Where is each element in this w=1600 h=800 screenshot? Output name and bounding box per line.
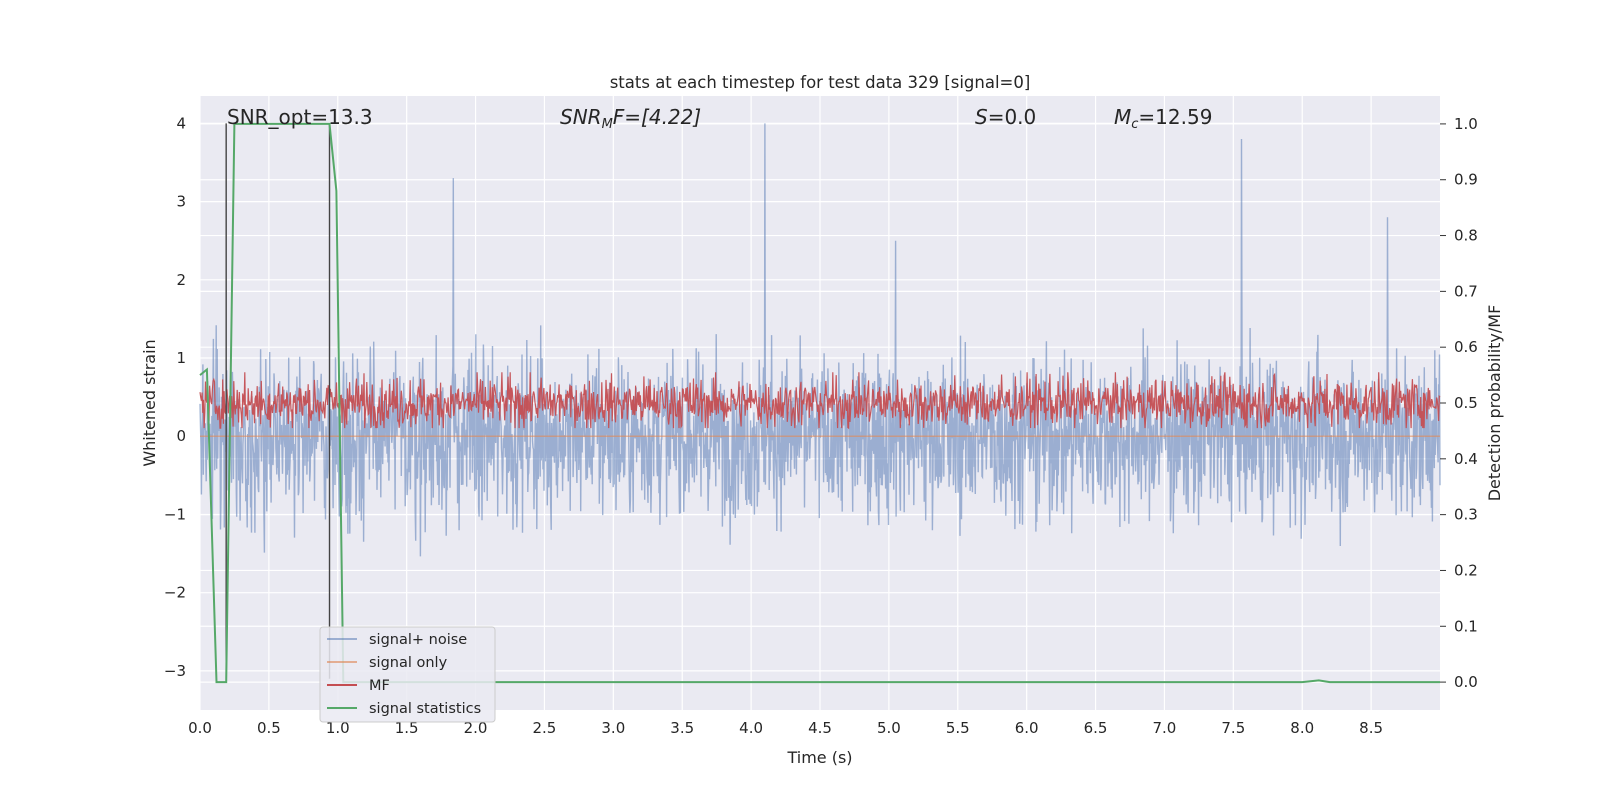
annotation-mc-rest: =12.59 xyxy=(1138,105,1212,129)
y-right-tick-label: 0.3 xyxy=(1454,506,1478,524)
y-left-tick-label: 4 xyxy=(176,114,186,132)
x-axis-ticks: 0.0 0.5 1.0 1.5 2.0 2.5 3.0 3.5 4.0 4.5 5.0 5.5 6.0 6… xyxy=(188,719,1383,737)
x-tick-label: 2.0 xyxy=(464,719,488,737)
y-right-tick-label: 0.2 xyxy=(1454,561,1478,579)
x-tick-label: 1.0 xyxy=(326,719,350,737)
x-tick-label: 5.0 xyxy=(877,719,901,737)
legend-label-noise: signal+ noise xyxy=(369,632,467,648)
x-tick-label: 3.5 xyxy=(670,719,694,737)
y-left-axis-label: Whitened strain xyxy=(140,339,159,466)
y-left-tick-label: 1 xyxy=(176,349,186,367)
y-right-tick-label: 0.8 xyxy=(1454,227,1478,245)
x-tick-label: 6.5 xyxy=(1084,719,1108,737)
annotation-snr-mf-var: SNR xyxy=(560,105,602,129)
annotation-snr-opt: SNR_opt=13.3 xyxy=(227,105,373,129)
x-tick-label: 7.5 xyxy=(1221,719,1245,737)
y-right-axis-label: Detection probability/MF xyxy=(1485,305,1504,502)
y-left-tick-label: 2 xyxy=(176,271,186,289)
annotation-mc-sub: c xyxy=(1131,117,1138,132)
x-axis-label: Time (s) xyxy=(786,748,852,767)
x-tick-label: 2.5 xyxy=(533,719,557,737)
x-tick-label: 3.0 xyxy=(601,719,625,737)
y-right-tick-label: 0.9 xyxy=(1454,171,1478,189)
annotation-mc: Mc=12.59 xyxy=(1114,105,1212,132)
y-right-tick-label: 0.6 xyxy=(1454,338,1478,356)
y-right-tick-label: 0.5 xyxy=(1454,394,1478,412)
legend-label-signal-only: signal only xyxy=(369,655,448,671)
noise-trace xyxy=(199,123,1441,557)
series-signal-noise xyxy=(199,123,1441,557)
y-left-axis-ticks: −3 −2 −1 0 1 2 3 4 xyxy=(164,114,186,680)
legend-label-stats: signal statistics xyxy=(369,701,481,717)
y-right-axis-ticks: 0.0 0.1 0.2 0.3 0.4 0.5 0.6 0.7 0.8 0.9 1.0 xyxy=(1440,115,1478,691)
y-left-tick-label: −1 xyxy=(164,505,186,523)
annotation-s-var: S xyxy=(975,105,988,129)
x-tick-label: 1.5 xyxy=(395,719,419,737)
annotation-s: S=0.0 xyxy=(975,105,1036,129)
y-left-tick-label: 0 xyxy=(176,427,186,445)
chart-title: stats at each timestep for test data 329… xyxy=(610,73,1031,92)
annotation-snr-mf: SNRMF=[4.22] xyxy=(560,105,701,132)
annotation-s-rest: =0.0 xyxy=(988,105,1037,129)
y-right-tick-label: 0.0 xyxy=(1454,673,1478,691)
legend: signal+ noise signal only MF signal stat… xyxy=(319,626,496,723)
series-mf xyxy=(199,372,1441,430)
y-right-tick-label: 0.4 xyxy=(1454,450,1478,468)
vertical-markers xyxy=(225,123,331,679)
annotation-mc-var: M xyxy=(1114,105,1131,129)
y-right-tick-label: 0.7 xyxy=(1454,282,1478,300)
x-tick-label: 5.5 xyxy=(946,719,970,737)
x-tick-label: 4.5 xyxy=(808,719,832,737)
x-tick-label: 4.0 xyxy=(739,719,763,737)
x-tick-label: 0.5 xyxy=(257,719,281,737)
y-left-tick-label: −3 xyxy=(164,662,186,680)
legend-label-mf: MF xyxy=(369,678,390,694)
annotation-snr-mf-sub: M xyxy=(602,117,613,132)
x-tick-label: 8.0 xyxy=(1290,719,1314,737)
x-tick-label: 7.0 xyxy=(1153,719,1177,737)
y-left-tick-label: −2 xyxy=(164,584,186,602)
mf-trace xyxy=(199,372,1441,430)
y-right-tick-label: 1.0 xyxy=(1454,115,1478,133)
annotation-snr-mf-rest: F=[4.22] xyxy=(613,105,701,129)
y-left-tick-label: 3 xyxy=(176,193,186,211)
x-tick-label: 0.0 xyxy=(188,719,212,737)
legend-box xyxy=(319,626,496,723)
x-tick-label: 6.0 xyxy=(1015,719,1039,737)
x-tick-label: 8.5 xyxy=(1359,719,1383,737)
y-right-tick-label: 0.1 xyxy=(1454,617,1478,635)
